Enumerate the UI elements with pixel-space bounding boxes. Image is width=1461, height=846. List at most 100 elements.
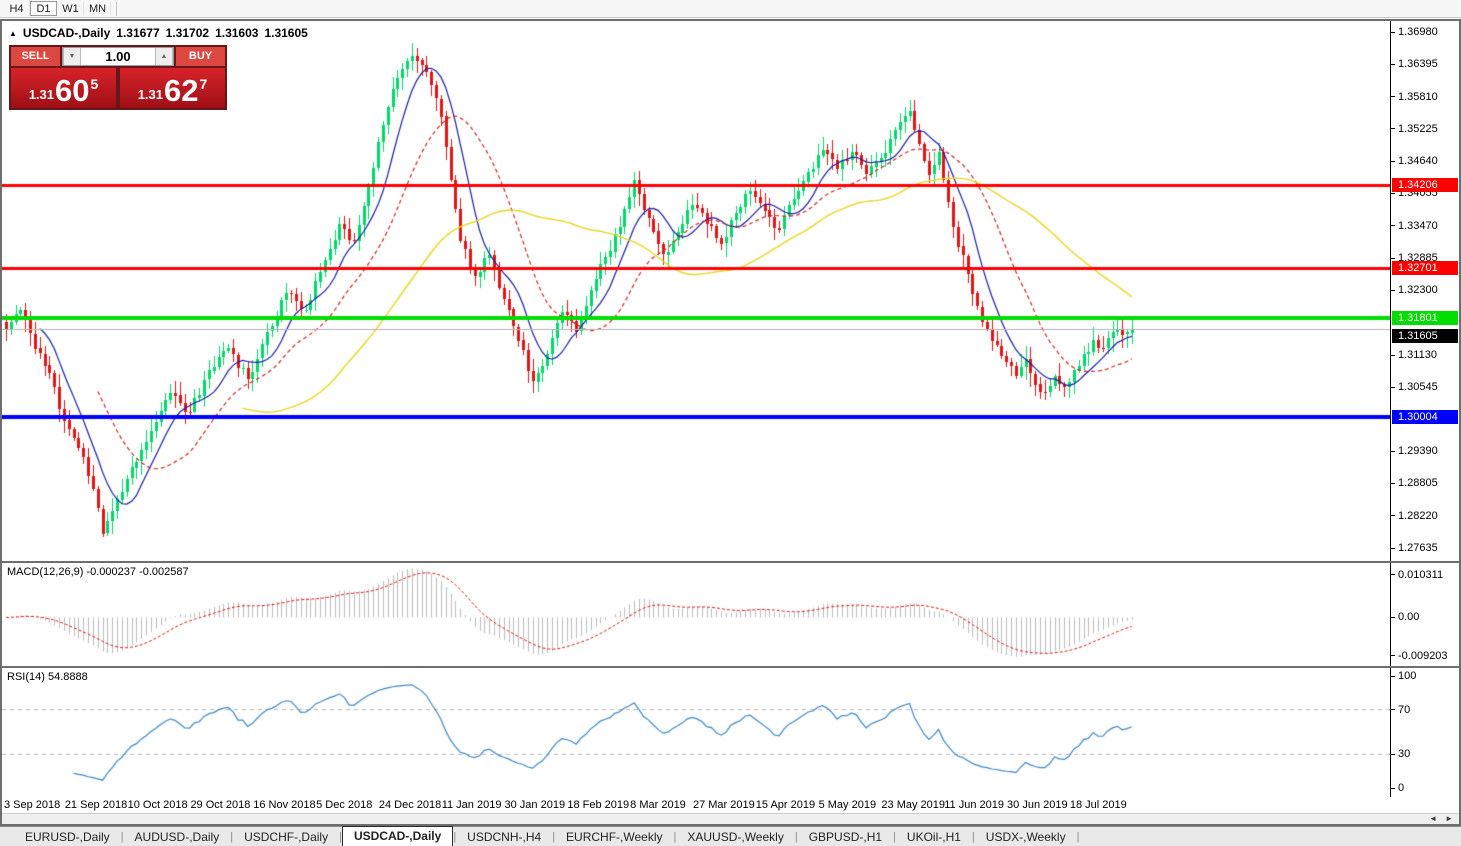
- price-tick-label: 1.31130: [1391, 348, 1437, 362]
- price-tick-label: 1.28220: [1391, 509, 1438, 523]
- tab-audusd-daily[interactable]: AUDUSD-,Daily: [134, 830, 220, 844]
- buy-price-main: 62: [164, 73, 199, 108]
- collapse-chart-icon[interactable]: ▲: [9, 28, 17, 38]
- tab-separator: |: [230, 830, 234, 843]
- date-tick-label: 3 Sep 2018: [4, 799, 61, 811]
- macd-panel: 0.010311 0.00 -0.009203 MACD(12,26,9) -0.0…: [2, 563, 1459, 666]
- rsi-tick-label: 0: [1391, 781, 1404, 795]
- sell-button[interactable]: SELL: [11, 47, 60, 66]
- date-tick-label: 18 Jul 2019: [1069, 799, 1127, 811]
- rsi-axis: 100 70 30 0: [1390, 668, 1459, 797]
- timeframe-toolbar: H4 D1 W1 MN: [0, 0, 1461, 18]
- tab-separator: |: [339, 830, 342, 843]
- macd-tick-label: 0.00: [1391, 610, 1419, 624]
- rsi-tick-label: 100: [1391, 669, 1416, 683]
- date-tick-label: 23 May 2019: [881, 799, 946, 811]
- level-price-badge: 1.31801: [1392, 310, 1458, 325]
- tab-eurusd-daily[interactable]: EURUSD-,Daily: [25, 830, 110, 844]
- macd-axis: 0.010311 0.00 -0.009203: [1390, 563, 1459, 666]
- price-tick-label: 1.34640: [1391, 154, 1438, 168]
- price-tick-label: 1.32885: [1391, 251, 1438, 265]
- tab-separator: |: [120, 830, 124, 843]
- date-tick-label: 10 Oct 2018: [127, 799, 188, 811]
- date-tick-label: 18 Feb 2019: [567, 799, 630, 811]
- date-tick-label: 11 Jun 2019: [944, 799, 1004, 811]
- tab-usdcnh-h4[interactable]: USDCNH-,H4: [467, 830, 542, 844]
- date-tick-label: 27 Mar 2019: [692, 799, 755, 811]
- volume-increase-icon[interactable]: ▲: [155, 48, 173, 65]
- date-tick-label: 29 Oct 2018: [190, 799, 251, 811]
- price-tick-label: 1.35225: [1391, 122, 1438, 136]
- tab-separator: |: [971, 830, 975, 843]
- tab-xauusd-weekly[interactable]: XAUUSD-,Weekly: [687, 830, 784, 844]
- volume-value[interactable]: 1.00: [105, 49, 131, 64]
- toolbar-separator: [116, 1, 117, 16]
- tab-usdx-weekly[interactable]: USDX-,Weekly: [985, 830, 1066, 844]
- macd-chart-canvas[interactable]: [2, 563, 1390, 666]
- price-panel: 1.36980 1.36395 1.35810 1.35225 1.34640 1.340…: [2, 21, 1459, 561]
- ohlc-open: 1.31677: [116, 26, 160, 40]
- price-tick-label: 1.36980: [1391, 25, 1438, 39]
- scroll-right-icon[interactable]: ►: [1445, 814, 1453, 823]
- price-axis: 1.36980 1.36395 1.35810 1.35225 1.34640 1.340…: [1390, 21, 1459, 561]
- tab-separator: |: [552, 830, 556, 843]
- date-tick-label: 11 Jan 2019: [441, 799, 502, 811]
- sell-price-button[interactable]: 1.31 60 5: [11, 68, 116, 108]
- sell-price-main: 60: [55, 73, 90, 108]
- tab-separator: |: [794, 830, 798, 843]
- level-price-badge: 1.30004: [1392, 410, 1458, 425]
- tab-usdchf-daily[interactable]: USDCHF-,Daily: [244, 830, 329, 844]
- price-tick-label: 1.36395: [1391, 57, 1438, 71]
- date-tick-label: 30 Jan 2019: [504, 799, 566, 811]
- price-tick-label: 1.28805: [1391, 476, 1438, 490]
- panel-divider[interactable]: [2, 666, 1459, 668]
- price-tick-label: 1.35810: [1391, 90, 1438, 104]
- tab-usdcad-daily[interactable]: USDCAD-,Daily: [341, 826, 454, 846]
- date-tick-label: 30 Jun 2019: [1007, 799, 1068, 811]
- one-click-trade-panel: SELL ▼ 1.00 ▲ BUY 1.31 60 5 1.31: [9, 45, 227, 110]
- tab-ukoil-h1[interactable]: UKOil-,H1: [906, 830, 961, 844]
- tab-eurchf-weekly[interactable]: EURCHF-,Weekly: [566, 830, 663, 844]
- date-tick-label: 21 Sep 2018: [64, 799, 128, 811]
- rsi-tick-label: 30: [1391, 747, 1410, 761]
- date-tick-label: 24 Dec 2018: [378, 799, 442, 811]
- panel-divider[interactable]: [2, 561, 1459, 563]
- chart-window: 1.36980 1.36395 1.35810 1.35225 1.34640 1.340…: [0, 19, 1461, 826]
- date-tick-label: 15 Apr 2019: [755, 799, 816, 811]
- volume-decrease-icon[interactable]: ▼: [63, 48, 81, 65]
- chart-title: ▲ USDCAD-,Daily 1.31677 1.31702 1.31603 …: [9, 26, 308, 40]
- price-tick-label: 1.29390: [1391, 444, 1438, 458]
- macd-tick-label: -0.009203: [1391, 649, 1448, 663]
- timeframe-button-w1[interactable]: W1: [57, 1, 84, 16]
- scroll-left-icon[interactable]: ◄: [1429, 814, 1437, 823]
- buy-price-button[interactable]: 1.31 62 7: [120, 68, 225, 108]
- macd-tick-label: 0.010311: [1391, 568, 1443, 582]
- date-axis: 3 Sep 2018 21 Sep 2018 10 Oct 2018 29 Oct 2…: [2, 797, 1459, 813]
- buy-button[interactable]: BUY: [176, 47, 225, 66]
- timeframe-button-d1[interactable]: D1: [30, 1, 57, 16]
- price-chart-canvas[interactable]: [2, 21, 1390, 561]
- buy-price-pip: 7: [199, 76, 208, 92]
- price-tick-label: 1.30545: [1391, 380, 1438, 394]
- sell-price-prefix: 1.31: [28, 87, 55, 102]
- sell-price-pip: 5: [90, 76, 99, 92]
- level-price-badge: 1.34206: [1392, 178, 1458, 193]
- timeframe-button-mn[interactable]: MN: [84, 1, 111, 16]
- level-price-badge: 1.32701: [1392, 261, 1458, 276]
- ohlc-high: 1.31702: [165, 26, 210, 40]
- tab-separator: |: [1076, 830, 1080, 843]
- buy-price-prefix: 1.31: [137, 87, 164, 102]
- timeframe-button-h4[interactable]: H4: [3, 1, 30, 16]
- tab-gbpusd-h1[interactable]: GBPUSD-,H1: [808, 830, 883, 844]
- price-tick-label: 1.33470: [1391, 219, 1438, 233]
- chart-symbol-label: USDCAD-,Daily: [22, 26, 111, 40]
- price-tick-label: 1.32300: [1391, 283, 1438, 297]
- rsi-indicator-label: RSI(14) 54.8888: [7, 671, 88, 683]
- horizontal-scrollbar: ◄ ►: [2, 813, 1459, 824]
- rsi-chart-canvas[interactable]: [2, 668, 1390, 797]
- price-tick-label: 1.27635: [1391, 541, 1438, 555]
- tab-separator: |: [453, 830, 457, 843]
- current-price-badge: 1.31605: [1392, 328, 1458, 343]
- tab-separator: |: [673, 830, 677, 843]
